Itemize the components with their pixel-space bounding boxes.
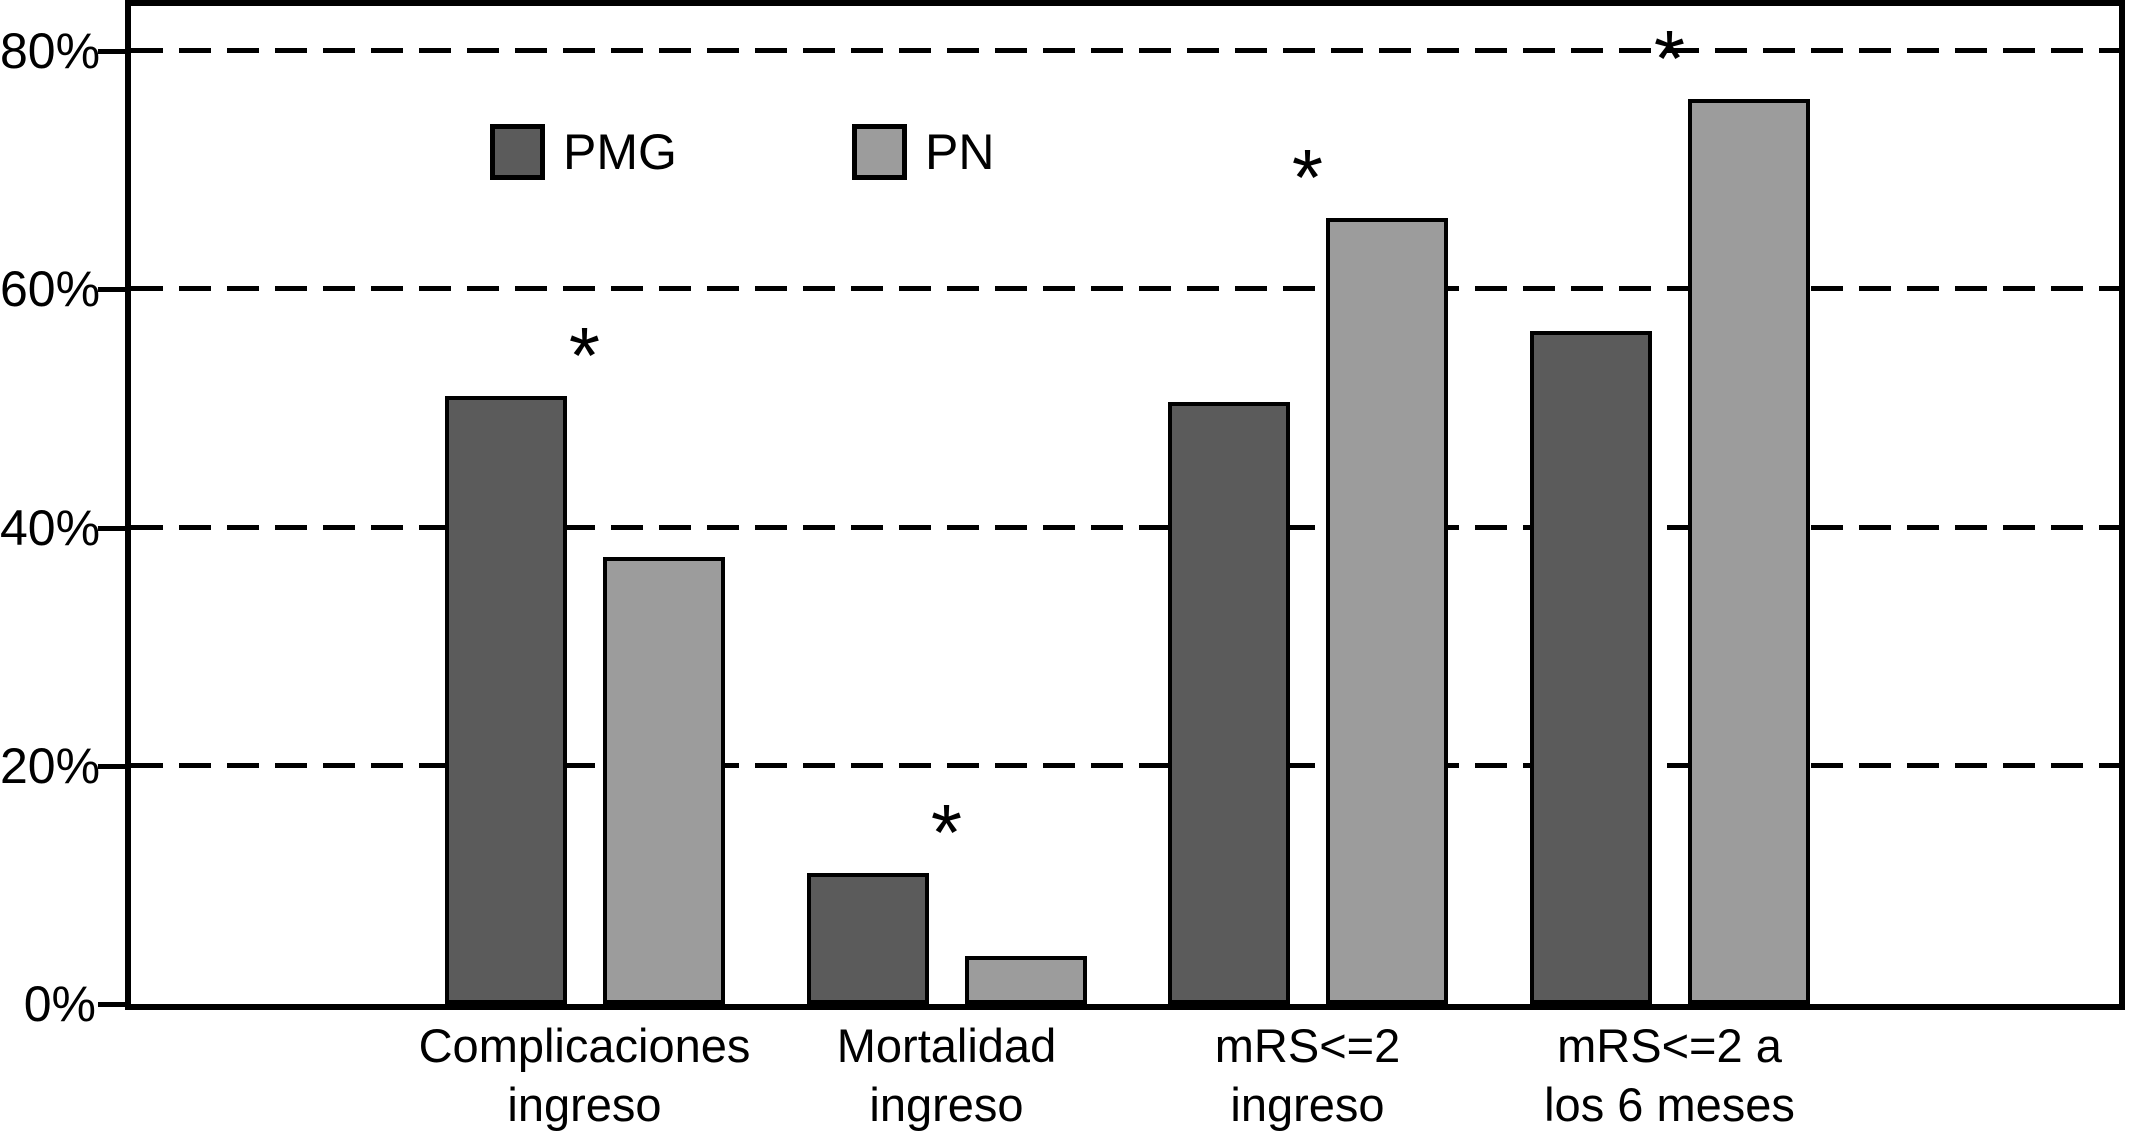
y-tick-80 — [98, 49, 131, 54]
y-tick-label-20: 20% — [0, 737, 101, 794]
y-tick-40 — [98, 525, 131, 531]
legend-label-pn: PN — [925, 124, 995, 180]
bar-group-mrs-2-a-los-6-meses: * — [1525, 6, 1815, 1004]
bar-pmg-mrs-2-a-los-6-meses — [1529, 330, 1652, 1004]
y-tick-label-40: 40% — [0, 499, 101, 556]
x-category-label-line: ingreso — [869, 1078, 1024, 1131]
bar-pmg-mrs-2-ingreso — [1167, 402, 1290, 1004]
x-category-label-line: Complicaciones — [418, 1019, 751, 1072]
y-tick-label-0: 0% — [23, 976, 96, 1032]
bar-pn-mrs-2-ingreso — [1325, 217, 1448, 1004]
gridline-60 — [131, 286, 2119, 292]
plot-area: * * * * — [125, 0, 2125, 1010]
x-category-label-line: los 6 meses — [1544, 1078, 1795, 1131]
gridline-40 — [131, 524, 2119, 530]
bar-pmg-mortalidad-ingreso — [806, 872, 929, 1004]
legend-label-pmg: PMG — [563, 124, 677, 180]
significance-asterisk-mrs-2-a-los-6-meses: * — [1653, 13, 1686, 103]
gridline-80 — [131, 48, 2119, 53]
bar-group-mrs-2-ingreso: * — [1163, 6, 1453, 1004]
y-tick-0 — [98, 1002, 131, 1007]
bar-pn-mortalidad-ingreso — [964, 956, 1087, 1004]
x-category-label-line: ingreso — [1230, 1078, 1385, 1131]
plot-inner: * * * * — [131, 6, 2119, 1004]
x-category-label-line: mRS<=2 — [1214, 1019, 1401, 1072]
legend-swatch-pn — [852, 124, 907, 180]
significance-asterisk-mortalidad-ingreso: * — [930, 787, 963, 877]
x-category-label-mrs-2-ingreso: mRS<=2 ingreso — [1088, 1016, 1528, 1132]
significance-asterisk-complicaciones-ingreso: * — [568, 311, 601, 401]
x-category-label-mrs-2-a-los-6-meses: mRS<=2 a los 6 meses — [1450, 1016, 1890, 1132]
x-category-label-complicaciones-ingreso: Complicaciones ingreso — [365, 1016, 805, 1132]
x-category-label-line: ingreso — [507, 1078, 662, 1131]
bar-group-complicaciones-ingreso: * — [440, 6, 730, 1004]
y-tick-label-60: 60% — [0, 261, 101, 318]
x-category-label-line: Mortalidad — [836, 1019, 1057, 1072]
bar-pn-mrs-2-a-los-6-meses — [1687, 98, 1810, 1004]
significance-asterisk-mrs-2-ingreso: * — [1291, 132, 1324, 222]
y-tick-60 — [98, 287, 131, 293]
legend-swatch-pmg — [490, 124, 545, 180]
bar-pn-complicaciones-ingreso — [602, 557, 725, 1004]
bar-pmg-complicaciones-ingreso — [444, 396, 567, 1004]
y-tick-20 — [98, 763, 131, 769]
x-category-label-line: mRS<=2 a — [1557, 1019, 1782, 1072]
x-category-label-mortalidad-ingreso: Mortalidad ingreso — [727, 1016, 1167, 1132]
y-tick-label-80: 80% — [0, 23, 101, 79]
gridline-20 — [131, 762, 2119, 768]
bar-group-mortalidad-ingreso: * — [802, 6, 1092, 1004]
